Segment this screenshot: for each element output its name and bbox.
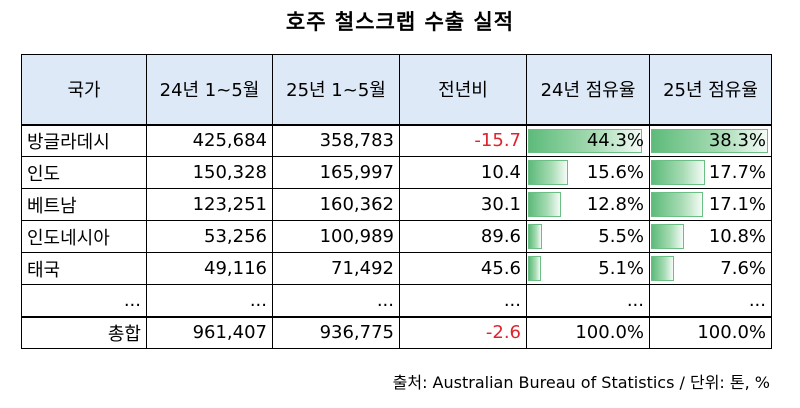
yoy-cell: 30.1	[399, 188, 527, 221]
share-2024-cell: 5.1%	[526, 252, 650, 285]
export-2024-cell: 49,116	[146, 252, 273, 285]
ellipsis-cell: ...	[399, 284, 527, 317]
table-header-row: 국가 24년 1~5월 25년 1~5월 전년비 24년 점유율 25년 점유율	[21, 54, 772, 126]
export-2024-cell: 425,684	[146, 124, 273, 157]
share-bar	[651, 128, 768, 153]
share-value: 12.8%	[586, 194, 644, 215]
yoy-cell: 45.6	[399, 252, 527, 285]
source-note: 출처: Australian Bureau of Statistics / 단위…	[392, 373, 770, 392]
header-country: 국가	[21, 54, 147, 126]
export-2025-cell: 358,783	[272, 124, 400, 157]
share-2024-cell: 5.5%	[526, 220, 650, 253]
share-value: 5.1%	[598, 258, 644, 279]
export-2024-cell: 53,256	[146, 220, 273, 253]
share-value: 44.3%	[586, 130, 644, 152]
total-share-2025-cell: 100.0%	[649, 315, 772, 349]
share-bar	[528, 192, 561, 217]
share-bar	[651, 192, 703, 217]
header-share-2025: 25년 점유율	[649, 54, 772, 126]
table-body: 국가 24년 1~5월 25년 1~5월 전년비 24년 점유율 25년 점유율…	[21, 54, 772, 349]
table-row: 베트남 123,251 160,362 30.1 12.8% 17.1%	[21, 188, 772, 221]
share-2025-cell: 38.3%	[649, 124, 772, 157]
share-bar	[651, 224, 684, 249]
share-2025-cell: 7.6%	[649, 252, 772, 285]
country-cell: 방글라데시	[21, 124, 147, 157]
share-value: 17.1%	[708, 194, 766, 215]
table-row: 인도 150,328 165,997 10.4 15.6% 17.7%	[21, 156, 772, 189]
ellipsis-row: ..................	[21, 284, 772, 317]
table-row: 인도네시아 53,256 100,989 89.6 5.5% 10.8%	[21, 220, 772, 253]
yoy-cell: 10.4	[399, 156, 527, 189]
export-2025-cell: 100,989	[272, 220, 400, 253]
ellipsis-cell: ...	[649, 284, 772, 317]
header-2025-jan-may: 25년 1~5월	[272, 54, 400, 126]
export-2024-cell: 123,251	[146, 188, 273, 221]
ellipsis-cell: ...	[146, 284, 273, 317]
total-row: 총합 961,407 936,775 -2.6 100.0% 100.0%	[21, 315, 772, 349]
share-bar	[528, 256, 541, 281]
share-2024-cell: 12.8%	[526, 188, 650, 221]
country-cell: 인도네시아	[21, 220, 147, 253]
share-value: 17.7%	[708, 162, 766, 183]
country-cell: 태국	[21, 252, 147, 285]
export-2025-cell: 165,997	[272, 156, 400, 189]
share-value: 38.3%	[708, 130, 766, 152]
share-value: 5.5%	[598, 226, 644, 247]
export-2024-cell: 150,328	[146, 156, 273, 189]
share-2025-cell: 17.7%	[649, 156, 772, 189]
share-bar	[528, 160, 568, 185]
header-yoy: 전년비	[399, 54, 527, 126]
yoy-cell: 89.6	[399, 220, 527, 253]
header-share-2024: 24년 점유율	[526, 54, 650, 126]
ellipsis-cell: ...	[526, 284, 650, 317]
header-2024-jan-may: 24년 1~5월	[146, 54, 273, 126]
total-yoy-cell: -2.6	[399, 315, 527, 349]
export-table: 국가 24년 1~5월 25년 1~5월 전년비 24년 점유율 25년 점유율…	[21, 54, 772, 349]
total-label: 총합	[21, 315, 147, 349]
share-value: 7.6%	[720, 258, 766, 279]
ellipsis-cell: ...	[272, 284, 400, 317]
share-2025-cell: 17.1%	[649, 188, 772, 221]
share-value: 15.6%	[586, 162, 644, 183]
ellipsis-cell: ...	[21, 284, 147, 317]
share-2024-cell: 44.3%	[526, 124, 650, 157]
total-2024-cell: 961,407	[146, 315, 273, 349]
share-2025-cell: 10.8%	[649, 220, 772, 253]
total-share-2024-cell: 100.0%	[526, 315, 650, 349]
total-2025-cell: 936,775	[272, 315, 400, 349]
page-title: 호주 철스크랩 수출 실적	[285, 10, 515, 34]
share-2024-cell: 15.6%	[526, 156, 650, 189]
share-bar	[651, 160, 705, 185]
share-bar	[651, 256, 674, 281]
share-value: 10.8%	[708, 226, 766, 247]
country-cell: 베트남	[21, 188, 147, 221]
export-2025-cell: 71,492	[272, 252, 400, 285]
table-row: 태국 49,116 71,492 45.6 5.1% 7.6%	[21, 252, 772, 285]
country-cell: 인도	[21, 156, 147, 189]
export-2025-cell: 160,362	[272, 188, 400, 221]
table-row: 방글라데시 425,684 358,783 -15.7 44.3% 38.3%	[21, 124, 772, 157]
yoy-cell: -15.7	[399, 124, 527, 157]
share-bar	[528, 128, 642, 153]
share-bar	[528, 224, 542, 249]
